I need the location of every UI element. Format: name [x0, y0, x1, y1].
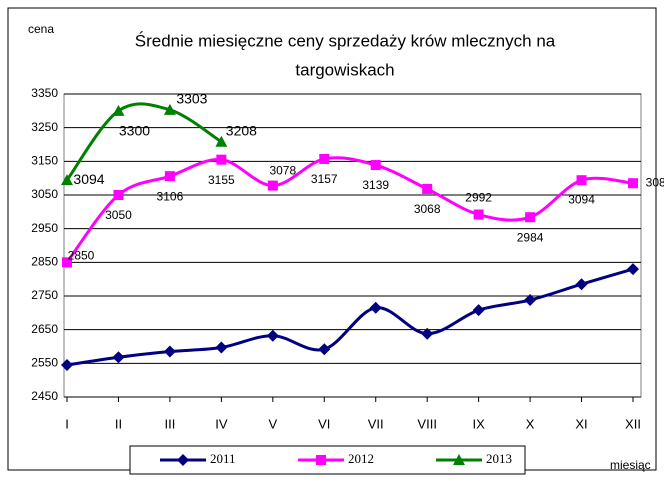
- marker: [177, 454, 189, 466]
- x-tick-label: VI: [318, 416, 330, 431]
- x-tick-label: IV: [215, 416, 228, 431]
- y-tick-label: 3250: [31, 120, 58, 134]
- marker: [369, 301, 382, 314]
- marker: [525, 212, 536, 223]
- marker: [216, 154, 227, 165]
- legend-label: 2012: [348, 451, 374, 466]
- x-tick-label: I: [65, 416, 69, 431]
- marker: [318, 343, 331, 356]
- series-line: [65, 102, 223, 182]
- marker: [163, 103, 176, 115]
- marker: [576, 175, 587, 186]
- x-tick-label: XII: [625, 416, 641, 431]
- marker: [164, 171, 175, 182]
- plot-area: [63, 93, 642, 398]
- marker: [62, 257, 72, 268]
- y-tick-label: 3150: [31, 154, 58, 168]
- data-label: 3106: [157, 189, 184, 203]
- marker: [112, 104, 125, 116]
- marker: [524, 294, 537, 307]
- marker: [473, 209, 484, 220]
- marker: [453, 454, 465, 465]
- marker: [266, 329, 279, 342]
- x-tick-label: XI: [575, 416, 587, 431]
- data-label: 3078: [269, 164, 296, 178]
- marker: [628, 178, 638, 189]
- y-tick-label: 2850: [31, 255, 58, 269]
- y-tick-label: 3350: [31, 86, 58, 100]
- data-label: 3208: [226, 123, 257, 139]
- chart-title: targowiskach: [295, 60, 394, 79]
- data-label: 2984: [517, 230, 544, 244]
- x-tick-label: X: [526, 416, 535, 431]
- marker: [61, 174, 73, 186]
- y-tick-label: 2550: [31, 356, 58, 370]
- data-label: 3085: [646, 175, 664, 189]
- x-tick-label: VIII: [417, 416, 437, 431]
- data-label: 3157: [311, 172, 338, 186]
- data-label: 2992: [465, 191, 492, 205]
- x-tick-label: VII: [368, 416, 384, 431]
- data-label: 2850: [68, 249, 95, 263]
- data-label: 3094: [568, 192, 595, 206]
- marker: [422, 183, 433, 194]
- x-axis-label: miesiąc: [610, 458, 651, 472]
- marker: [113, 190, 124, 200]
- marker: [163, 345, 176, 358]
- y-tick-label: 2650: [31, 322, 58, 336]
- marker: [472, 304, 485, 317]
- chart-title: Średnie miesięczne ceny sprzedaży krów m…: [135, 31, 556, 50]
- y-tick-label: 2450: [31, 389, 58, 403]
- y-tick-label: 2950: [31, 221, 58, 235]
- legend-label: 2011: [210, 451, 236, 466]
- marker: [370, 160, 381, 171]
- marker: [215, 135, 228, 147]
- marker: [215, 341, 228, 354]
- data-label: 3050: [105, 208, 132, 222]
- y-tick-label: 2750: [31, 288, 58, 302]
- x-tick-label: IX: [472, 416, 485, 431]
- marker: [316, 455, 326, 465]
- marker: [627, 263, 639, 276]
- x-tick-label: II: [115, 416, 122, 431]
- series-line: [65, 156, 634, 264]
- marker: [112, 351, 125, 364]
- x-tick-label: III: [164, 416, 175, 431]
- x-tick-label: V: [268, 416, 277, 431]
- marker: [267, 180, 278, 191]
- marker: [421, 327, 434, 340]
- data-label: 3068: [414, 202, 441, 216]
- data-label: 3094: [73, 171, 104, 187]
- y-tick-label: 3050: [31, 187, 58, 201]
- marker: [319, 153, 330, 164]
- data-label: 3300: [119, 123, 150, 139]
- data-label: 3139: [362, 178, 389, 192]
- data-label: 3303: [176, 91, 207, 107]
- y-axis-label: cena: [28, 22, 54, 36]
- data-label: 3155: [208, 173, 235, 187]
- series-line: [66, 267, 634, 367]
- legend-label: 2013: [486, 451, 512, 466]
- marker: [575, 278, 588, 291]
- marker: [61, 359, 73, 372]
